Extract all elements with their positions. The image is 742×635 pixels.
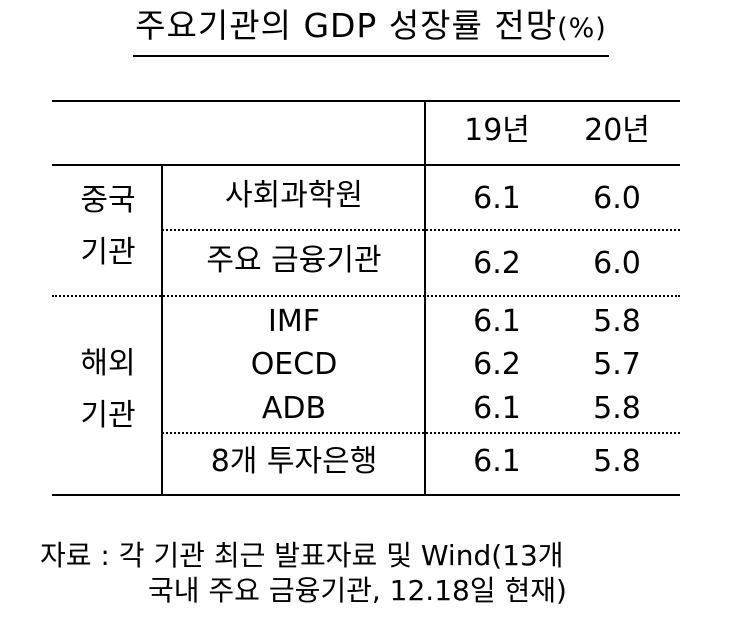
row-label: OECD [250, 347, 338, 382]
row-label: 사회과학원 [225, 178, 363, 213]
source-note-line2: 국내 주요 금융기관, 12.18일 현재) [148, 574, 567, 607]
row-value-20: 5.8 [593, 304, 641, 339]
group-label-china-line2: 기관 [80, 235, 136, 270]
header-bottom-border [52, 164, 680, 166]
row-label: ADB [261, 391, 327, 426]
row-label: IMF [268, 304, 320, 339]
row-value-19: 6.1 [473, 181, 521, 216]
group-label-overseas-line2: 기관 [80, 398, 136, 433]
row-label: 주요 금융기관 [206, 243, 382, 278]
group-label-china-line1: 중국 [80, 183, 136, 218]
table-bottom-border [52, 494, 680, 496]
row-value-20: 5.8 [593, 444, 641, 479]
header-19: 19년 [464, 113, 530, 148]
title-text: 주요기관의 GDP 성장률 전망(%) [133, 2, 609, 57]
header-20: 20년 [584, 113, 650, 148]
row-value-19: 6.2 [473, 347, 521, 382]
row-value-20: 5.7 [593, 347, 641, 382]
row-value-19: 6.1 [473, 391, 521, 426]
row-label: 8개 투자은행 [210, 444, 378, 479]
row-value-20: 5.8 [593, 391, 641, 426]
title-unit: (%) [557, 13, 607, 44]
row-divider-overseas [162, 432, 680, 434]
row-value-19: 6.1 [473, 444, 521, 479]
row-divider-china [162, 229, 680, 231]
row-value-20: 6.0 [593, 246, 641, 281]
row-value-19: 6.1 [473, 304, 521, 339]
group-column-divider [161, 164, 163, 496]
title-main: 주요기관의 GDP 성장률 전망 [135, 6, 558, 45]
row-value-20: 6.0 [593, 181, 641, 216]
table-top-border [52, 100, 680, 102]
values-column-divider [424, 100, 426, 496]
page-title: 주요기관의 GDP 성장률 전망(%) [0, 2, 742, 57]
source-note-line1: 자료 : 각 기관 최근 발표자료 및 Wind(13개 [40, 539, 564, 572]
row-value-19: 6.2 [473, 246, 521, 281]
group-label-overseas-line1: 해외 [80, 346, 136, 381]
group-divider [52, 295, 680, 297]
